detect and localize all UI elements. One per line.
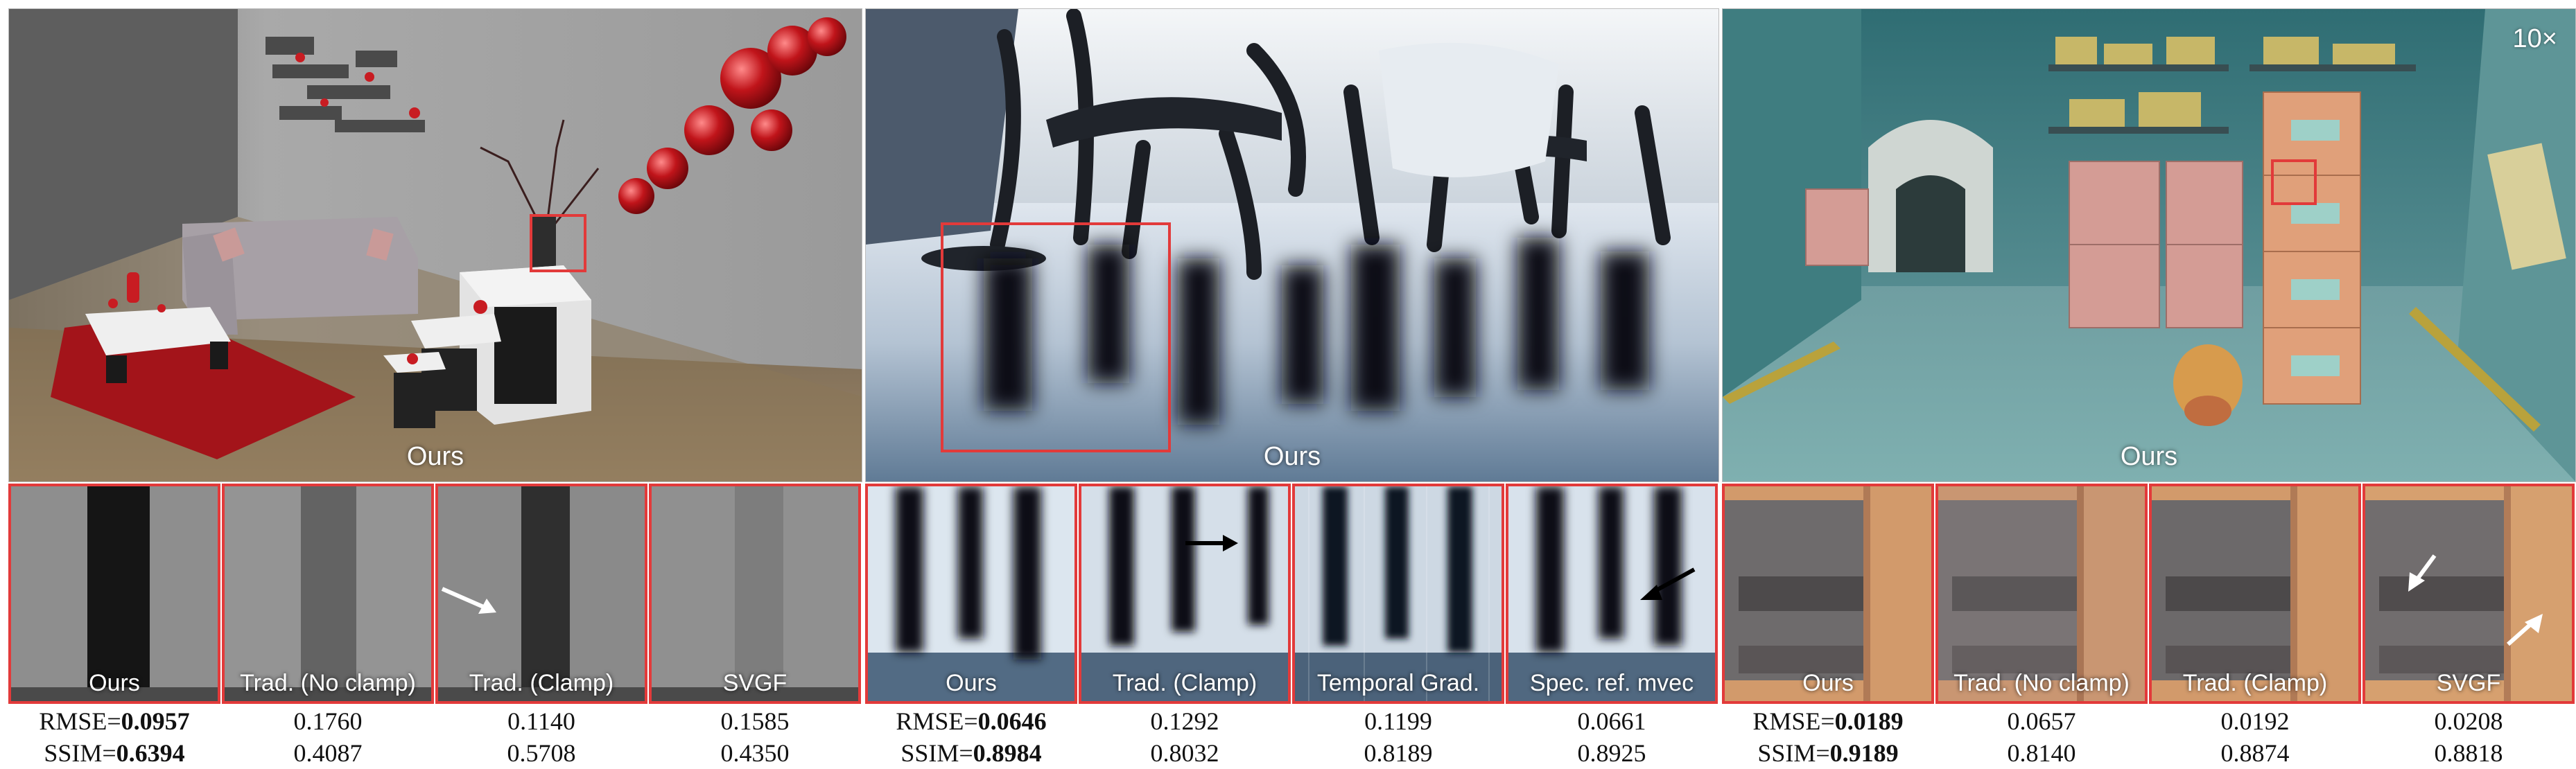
crop-label: Trad. (Clamp) <box>1112 670 1257 696</box>
crop-label: Spec. ref. mvec <box>1529 670 1694 696</box>
rmse-value: 0.0208 <box>2434 707 2503 735</box>
crop-label: Trad. (Clamp) <box>2182 670 2328 696</box>
crop-image <box>1725 486 1931 701</box>
crop-image <box>1081 486 1288 701</box>
ssim-label: SSIM= <box>1757 739 1830 767</box>
crop-image <box>2152 486 2358 701</box>
rmse-row: RMSE=0.0646 0.1292 0.1199 0.0661 <box>865 707 1719 737</box>
metrics-table: RMSE=0.0957 0.1760 0.1140 0.1585 SSIM=0.… <box>8 707 862 769</box>
rmse-value: 0.0189 <box>1834 707 1904 735</box>
crop-image <box>225 486 431 701</box>
rmse-ours: RMSE=0.0189 <box>1722 707 1934 736</box>
ssim-value: 0.8874 <box>2220 739 2290 767</box>
rmse-label: RMSE= <box>39 707 121 735</box>
ssim-ours: SSIM=0.6394 <box>8 739 220 768</box>
warehouse-scene <box>1723 9 2575 481</box>
rmse-value: 0.1292 <box>1150 707 1219 735</box>
ssim-value: 0.8984 <box>973 739 1042 767</box>
rmse-value: 0.1199 <box>1364 707 1432 735</box>
rmse-value: 0.0957 <box>121 707 190 735</box>
crop-ours: Ours <box>8 484 220 704</box>
main-method-label: Ours <box>2120 442 2178 471</box>
main-method-label: Ours <box>1263 442 1321 471</box>
rmse-value: 0.0657 <box>2007 707 2076 735</box>
crop-trad-clamp: Trad. (Clamp) <box>435 484 647 704</box>
crop-image <box>1295 486 1502 701</box>
zoom-tag: 10× <box>2512 24 2557 53</box>
rmse-ours: RMSE=0.0957 <box>8 707 220 736</box>
main-method-label: Ours <box>406 442 464 471</box>
ssim-value: 0.8925 <box>1577 739 1646 767</box>
ssim-value: 0.8818 <box>2434 739 2503 767</box>
metrics-table: RMSE=0.0646 0.1292 0.1199 0.0661 SSIM=0.… <box>865 707 1719 769</box>
ssim-value: 0.5708 <box>507 739 576 767</box>
rmse-value: 0.1760 <box>293 707 363 735</box>
arrow-icon <box>1185 535 1238 551</box>
crop-image <box>652 486 858 701</box>
living-room-scene <box>9 9 862 481</box>
crop-image <box>2365 486 2572 701</box>
rmse-value: 0.1585 <box>720 707 790 735</box>
crop-label: Trad. (Clamp) <box>469 670 614 696</box>
ssim-row: SSIM=0.8984 0.8032 0.8189 0.8925 <box>865 739 1719 769</box>
crop-ours: Ours <box>1722 484 1934 704</box>
ssim-label: SSIM= <box>900 739 973 767</box>
ssim-row: SSIM=0.9189 0.8140 0.8874 0.8818 <box>1722 739 2576 769</box>
crop-label: Ours <box>1802 670 1854 696</box>
rmse-label: RMSE= <box>1752 707 1835 735</box>
dining-chairs-scene <box>866 9 1718 481</box>
crop-ours: Ours <box>865 484 1077 704</box>
crop-temporal-grad: Temporal Grad. <box>1292 484 1504 704</box>
crop-trad-clamp: Trad. (Clamp) <box>2149 484 2361 704</box>
crop-trad-clamp: Trad. (Clamp) <box>1079 484 1291 704</box>
crop-image <box>11 486 218 701</box>
crop-label: Ours <box>946 670 997 696</box>
warehouse-render: 10× Ours <box>1722 8 2576 482</box>
rmse-row: RMSE=0.0957 0.1760 0.1140 0.1585 <box>8 707 862 737</box>
zoom-crops: Ours Trad. (No clamp) Trad. (Clamp) <box>8 484 862 704</box>
crop-label: SVGF <box>2436 670 2501 696</box>
rmse-row: RMSE=0.0189 0.0657 0.0192 0.0208 <box>1722 707 2576 737</box>
crop-trad-no-clamp: Trad. (No clamp) <box>1935 484 2148 704</box>
ssim-value: 0.8189 <box>1364 739 1433 767</box>
rmse-ours: RMSE=0.0646 <box>865 707 1077 736</box>
ssim-label: SSIM= <box>44 739 116 767</box>
ssim-value: 0.8140 <box>2007 739 2076 767</box>
dining-chairs-render: Ours <box>865 8 1719 482</box>
ssim-value: 0.4087 <box>293 739 363 767</box>
ssim-ours: SSIM=0.8984 <box>865 739 1077 768</box>
crop-image <box>438 486 645 701</box>
ssim-value: 0.4350 <box>720 739 790 767</box>
crop-label: Ours <box>89 670 140 696</box>
rmse-value: 0.1140 <box>507 707 575 735</box>
ssim-row: SSIM=0.6394 0.4087 0.5708 0.4350 <box>8 739 862 769</box>
rmse-label: RMSE= <box>896 707 978 735</box>
arrow-icon <box>2507 614 2543 646</box>
crop-image <box>1508 486 1715 701</box>
ssim-value: 0.6394 <box>116 739 185 767</box>
crop-image <box>1938 486 2145 701</box>
rmse-value: 0.0661 <box>1577 707 1646 735</box>
metrics-table: RMSE=0.0189 0.0657 0.0192 0.0208 SSIM=0.… <box>1722 707 2576 769</box>
crop-svgf: SVGF <box>2362 484 2575 704</box>
arrow-icon <box>441 587 496 614</box>
crop-trad-no-clamp: Trad. (No clamp) <box>222 484 434 704</box>
arrow-icon <box>2408 554 2437 592</box>
crop-image <box>868 486 1074 701</box>
living-room-render: Ours <box>8 8 862 482</box>
ssim-value: 0.9189 <box>1829 739 1899 767</box>
crop-svgf: SVGF <box>649 484 861 704</box>
ssim-ours: SSIM=0.9189 <box>1722 739 1934 768</box>
crop-spec-ref-mvec: Spec. ref. mvec <box>1506 484 1718 704</box>
crop-label: SVGF <box>722 670 787 696</box>
rmse-value: 0.0646 <box>977 707 1047 735</box>
crop-label: Trad. (No clamp) <box>1953 670 2130 696</box>
rmse-value: 0.0192 <box>2220 707 2290 735</box>
crop-label: Temporal Grad. <box>1316 670 1480 696</box>
arrow-icon <box>1640 567 1696 600</box>
crop-label: Trad. (No clamp) <box>240 670 416 696</box>
ssim-value: 0.8032 <box>1150 739 1219 767</box>
zoom-crops: Ours Trad. (Clamp) <box>865 484 1719 704</box>
zoom-crops: Ours Trad. (No clamp) Trad. (Clamp) <box>1722 484 2576 704</box>
